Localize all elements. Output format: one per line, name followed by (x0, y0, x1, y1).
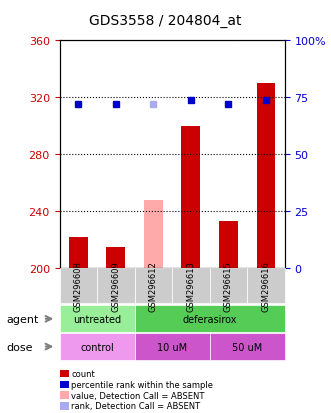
Bar (107, 247, 125, 268)
Text: dose: dose (7, 342, 33, 352)
Text: GSM296612: GSM296612 (149, 261, 158, 311)
Text: GSM296609: GSM296609 (111, 261, 120, 311)
Text: count: count (71, 369, 95, 378)
Text: GDS3558 / 204804_at: GDS3558 / 204804_at (89, 14, 242, 28)
Text: deferasirox: deferasirox (182, 314, 237, 324)
Text: agent: agent (7, 314, 39, 324)
Bar (69, 237, 88, 268)
Text: untreated: untreated (73, 314, 121, 324)
Text: 50 uM: 50 uM (232, 342, 262, 352)
Bar (219, 222, 238, 268)
Text: GSM296616: GSM296616 (261, 261, 270, 311)
Text: value, Detection Call = ABSENT: value, Detection Call = ABSENT (71, 391, 205, 400)
Text: percentile rank within the sample: percentile rank within the sample (71, 380, 213, 389)
Text: control: control (80, 342, 114, 352)
Text: rank, Detection Call = ABSENT: rank, Detection Call = ABSENT (71, 401, 201, 411)
Bar (257, 84, 275, 268)
Text: GSM296613: GSM296613 (186, 261, 195, 311)
Text: GSM296615: GSM296615 (224, 261, 233, 311)
Text: GSM296608: GSM296608 (74, 261, 83, 311)
Bar (144, 200, 163, 268)
Bar (181, 126, 200, 268)
Text: 10 uM: 10 uM (157, 342, 187, 352)
